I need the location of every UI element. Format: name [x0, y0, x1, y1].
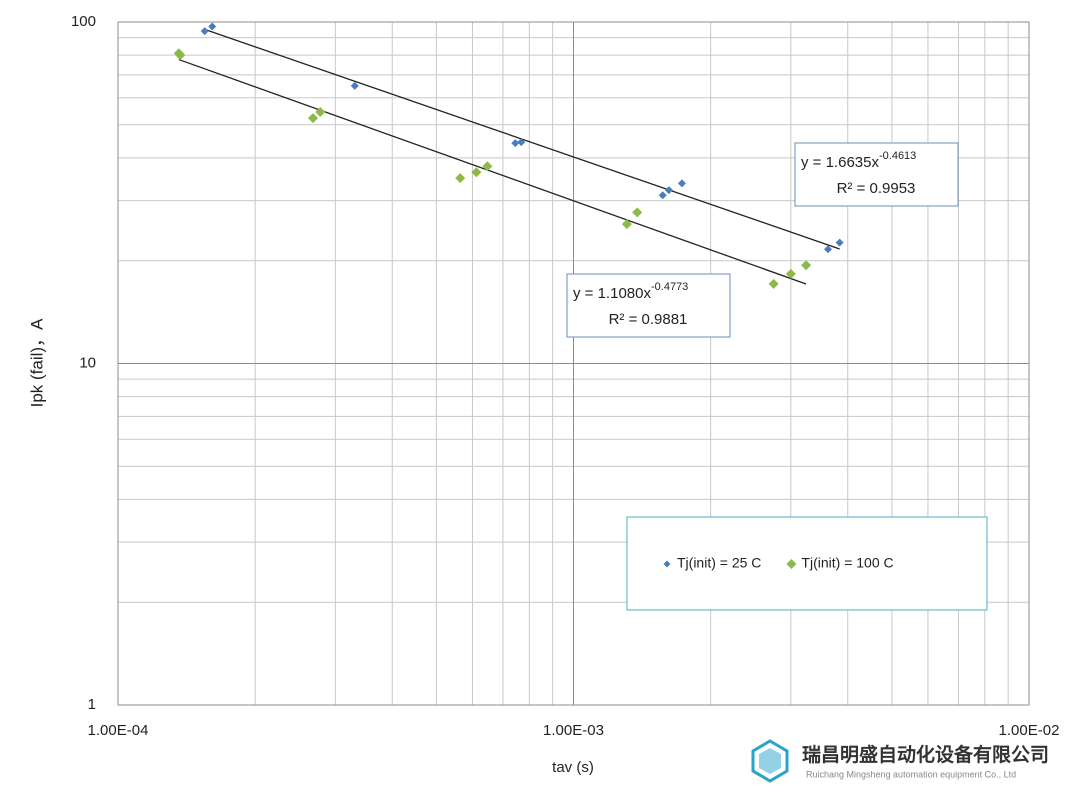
logo-icon: [751, 739, 789, 783]
legend-label: Tj(init) = 25 C: [677, 555, 761, 571]
data-point: [315, 107, 326, 118]
data-point: [350, 81, 359, 90]
equation-text: y = 1.1080x: [573, 285, 651, 302]
data-point: [455, 173, 466, 184]
x-tick-label: 1.00E-02: [999, 722, 1060, 739]
data-point: [632, 207, 643, 218]
y-tick-label: 100: [71, 13, 96, 30]
trendline-equation: y = 1.1080x-0.4773: [573, 281, 688, 302]
legend-marker: [786, 559, 797, 569]
data-point: [801, 260, 812, 271]
trendline-equation: y = 1.6635x-0.4613: [801, 150, 916, 171]
data-point: [175, 50, 186, 61]
data-point: [482, 161, 493, 172]
data-point: [677, 179, 686, 188]
watermark: 瑞昌明盛自动化设备有限公司 Ruichang Mingsheng automat…: [751, 739, 1049, 783]
equation-text: y = 1.6635x: [801, 154, 879, 171]
equation-exponent: -0.4773: [651, 281, 688, 293]
trendline: [178, 58, 807, 285]
data-point: [658, 191, 667, 200]
legend-box: [626, 516, 988, 611]
data-point: [785, 268, 796, 279]
data-point: [835, 238, 844, 247]
r-squared: R² = 0.9881: [609, 311, 688, 328]
r-squared: R² = 0.9953: [837, 180, 916, 197]
data-point: [768, 278, 779, 289]
equation-exponent: -0.4613: [879, 150, 916, 162]
equation-box: [566, 273, 731, 338]
data-point: [517, 138, 526, 147]
data-point: [471, 167, 482, 178]
equation-box: [794, 142, 959, 207]
x-tick-label: 1.00E-03: [543, 722, 604, 739]
data-point: [511, 139, 520, 148]
company-name-en: Ruichang Mingsheng automation equipment …: [806, 769, 1016, 779]
data-point: [208, 22, 217, 31]
data-point: [664, 186, 673, 195]
legend-label: Tj(init) = 100 C: [801, 555, 893, 571]
legend-marker: [663, 560, 671, 568]
logo-icon-inner: [759, 748, 781, 774]
data-point: [308, 113, 319, 124]
plot-border: [117, 21, 1030, 706]
y-tick-label: 1: [88, 696, 96, 713]
x-tick-label: 1.00E-04: [88, 722, 149, 739]
y-tick-label: 10: [79, 354, 96, 371]
data-point: [621, 219, 632, 230]
data-point: [823, 245, 832, 254]
y-axis-label: Ipk (fail)，A: [27, 318, 46, 407]
x-axis-label: tav (s): [552, 759, 594, 776]
company-name: 瑞昌明盛自动化设备有限公司: [802, 743, 1049, 766]
data-point: [200, 27, 209, 36]
